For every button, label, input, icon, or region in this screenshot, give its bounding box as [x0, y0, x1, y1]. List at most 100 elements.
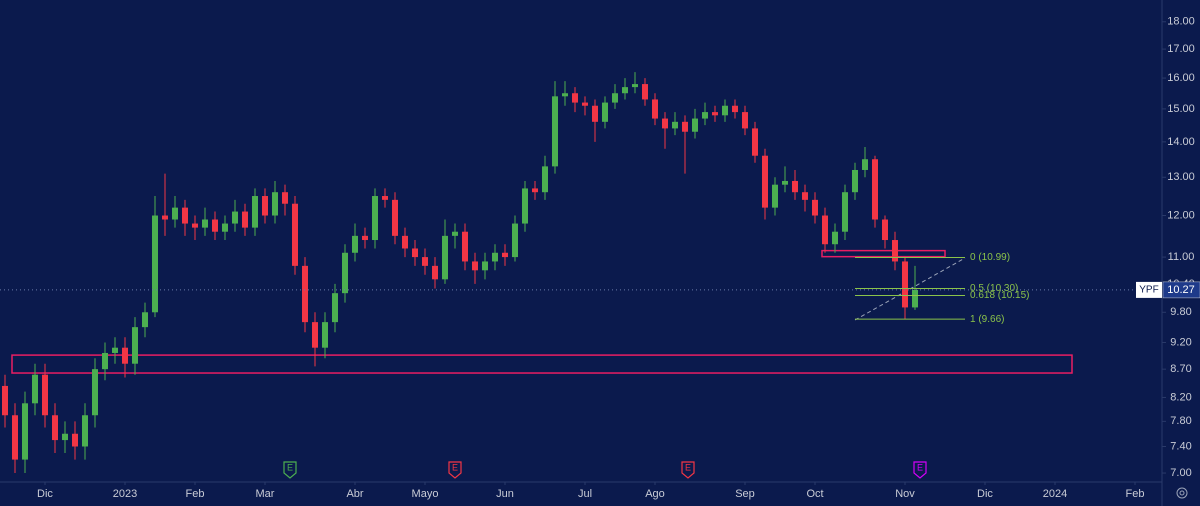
- x-tick-label: Sep: [735, 488, 755, 500]
- event-marker: [283, 461, 297, 479]
- candle-body: [152, 215, 158, 313]
- fib-label: 0 (10.99): [970, 252, 1010, 263]
- last-price-label: 10.27: [1167, 284, 1195, 296]
- y-tick-label: 11.00: [1168, 251, 1195, 263]
- candle-body: [2, 385, 8, 416]
- candle-body: [532, 188, 538, 193]
- candle-body: [362, 235, 368, 241]
- candle-body: [282, 192, 288, 204]
- candle-body: [712, 112, 718, 116]
- symbol-label: YPF: [1139, 285, 1158, 296]
- y-tick-label: 12.00: [1167, 209, 1195, 221]
- candle-body: [622, 87, 628, 94]
- candle-body: [162, 215, 168, 220]
- y-tick-label: 9.80: [1170, 306, 1191, 318]
- candle-body: [202, 219, 208, 228]
- fib-label: 0.618 (10.15): [970, 290, 1030, 301]
- candle-body: [822, 215, 828, 245]
- candle-body: [182, 207, 188, 224]
- candle-body: [242, 211, 248, 228]
- candle-body: [782, 180, 788, 185]
- candle-body: [512, 223, 518, 258]
- x-tick-label: Mar: [256, 488, 275, 500]
- candle-body: [142, 312, 148, 328]
- candle-body: [652, 99, 658, 119]
- candle-body: [442, 235, 448, 280]
- y-tick-label: 13.00: [1167, 171, 1195, 183]
- x-tick-label: 2023: [113, 488, 137, 500]
- candle-body: [642, 84, 648, 100]
- candle-body: [382, 196, 388, 200]
- event-marker: [913, 461, 927, 479]
- candle-body: [102, 352, 108, 370]
- candle-body: [62, 433, 68, 441]
- settings-icon[interactable]: [1176, 487, 1188, 499]
- fib-label: 0.5 (10.30): [970, 283, 1018, 294]
- candle-body: [812, 199, 818, 216]
- y-tick-label: 14.00: [1167, 136, 1195, 148]
- candle-body: [832, 231, 838, 245]
- x-tick-label: Abr: [346, 488, 363, 500]
- candle-body: [882, 219, 888, 241]
- candle-body: [312, 322, 318, 348]
- x-tick-label: Nov: [895, 488, 915, 500]
- candle-body: [262, 196, 268, 216]
- x-tick-label: Feb: [1126, 488, 1145, 500]
- candle-body: [722, 105, 728, 116]
- candle-body: [332, 293, 338, 323]
- candle-body: [632, 84, 638, 88]
- candle-body: [842, 192, 848, 232]
- candle-body: [662, 118, 668, 129]
- candle-body: [302, 265, 308, 323]
- candle-body: [322, 322, 328, 348]
- zone: [11, 354, 1073, 374]
- event-label: E: [452, 462, 458, 472]
- candle-body: [482, 261, 488, 271]
- last-price-box: [1162, 281, 1200, 299]
- candle-body: [572, 93, 578, 103]
- candle-body: [702, 112, 708, 119]
- candle-body: [92, 369, 98, 416]
- candle-body: [252, 196, 258, 228]
- candle-body: [12, 415, 18, 460]
- candle-body: [402, 235, 408, 249]
- settings-icon-center: [1179, 490, 1185, 496]
- y-tick-label: 17.00: [1167, 43, 1195, 55]
- candle-body: [552, 96, 558, 167]
- y-tick-label: 7.40: [1170, 440, 1191, 452]
- y-tick-label: 7.00: [1170, 467, 1191, 479]
- candle-body: [492, 252, 498, 262]
- candle-body: [172, 207, 178, 220]
- candle-body: [862, 159, 868, 170]
- fib-label: 1 (9.66): [970, 314, 1004, 325]
- candle-body: [272, 192, 278, 216]
- candle-body: [112, 347, 118, 353]
- candle-body: [42, 374, 48, 416]
- candle-body: [602, 102, 608, 122]
- candle-body: [342, 252, 348, 294]
- candle-body: [802, 192, 808, 200]
- candle-body: [692, 118, 698, 132]
- x-tick-label: Jul: [578, 488, 592, 500]
- x-tick-label: Oct: [806, 488, 823, 500]
- x-tick-label: 2024: [1043, 488, 1067, 500]
- candle-body: [742, 112, 748, 129]
- y-tick-label: 7.80: [1170, 415, 1191, 427]
- candle-body: [672, 121, 678, 129]
- candle-body: [192, 223, 198, 228]
- candle-body: [82, 415, 88, 447]
- candle-body: [232, 211, 238, 224]
- candle-body: [32, 374, 38, 404]
- x-tick-label: Jun: [496, 488, 514, 500]
- zone: [821, 249, 946, 258]
- candle-body: [612, 93, 618, 103]
- candle-body: [872, 159, 878, 220]
- candle-body: [472, 261, 478, 271]
- candle-body: [392, 199, 398, 236]
- candle-body: [682, 121, 688, 132]
- candle-body: [412, 248, 418, 258]
- candle-body: [762, 155, 768, 208]
- x-tick-label: Dic: [37, 488, 53, 500]
- candle-body: [542, 166, 548, 193]
- candle-body: [132, 327, 138, 364]
